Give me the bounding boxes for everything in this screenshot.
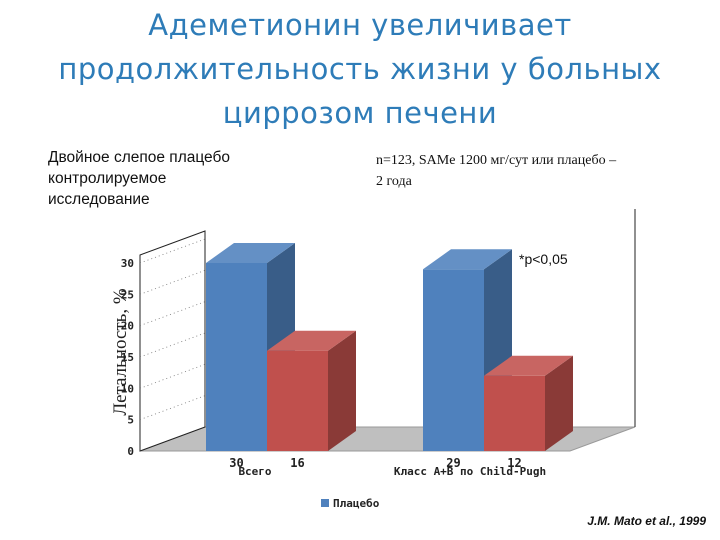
study-params-text: n=123, SAMe 1200 мг/сут или плацебо – 2 … xyxy=(376,153,617,189)
data-label: 29 xyxy=(446,456,460,470)
study-design-text: Двойное слепое плацебо контролируемое ис… xyxy=(48,149,231,208)
bar-top-face xyxy=(423,249,512,270)
bar-2-1 xyxy=(423,249,512,451)
title-line-3: циррозом печени xyxy=(222,96,498,130)
citation: J.M. Mato et al., 1999 xyxy=(587,514,706,528)
bar-side-face xyxy=(545,355,573,451)
y-tick-label: 0 xyxy=(127,445,134,458)
bar-front-face xyxy=(423,269,484,451)
y-tick-label: 20 xyxy=(121,320,134,333)
bar-front-face xyxy=(206,263,267,451)
y-tick-label: 30 xyxy=(121,257,134,270)
bar-side-face xyxy=(328,330,356,451)
bar-front-face xyxy=(267,350,328,451)
bar-front-face xyxy=(484,375,545,451)
slide-title: Адеметионин увеличивает продолжительност… xyxy=(0,0,720,135)
y-tick-label: 10 xyxy=(121,382,134,395)
data-label: 30 xyxy=(229,456,243,470)
data-label: 16 xyxy=(290,456,304,470)
title-line-2: продолжительность жизни у больных xyxy=(58,52,662,86)
significance-annotation: *p<0,05 xyxy=(519,251,568,267)
y-tick-label: 25 xyxy=(121,288,134,301)
data-label: 12 xyxy=(507,456,521,470)
y-tick-label: 5 xyxy=(127,414,134,427)
category-label: Класс А+В по Child-Pugh xyxy=(394,465,546,478)
title-line-1: Адеметионин увеличивает xyxy=(148,8,572,42)
legend-swatch xyxy=(321,499,329,507)
y-tick-label: 15 xyxy=(121,351,134,364)
bar-1-2 xyxy=(267,330,356,451)
legend-label: Плацебо xyxy=(333,497,380,510)
y-axis-label: Летальность, % xyxy=(110,288,131,416)
bar-top-face xyxy=(206,243,295,263)
bar-top-face xyxy=(484,355,573,376)
category-label: Всего xyxy=(238,465,271,478)
chart-side-wall xyxy=(139,230,206,452)
bar-2-2 xyxy=(484,355,573,451)
bar-top-face xyxy=(267,330,356,351)
bar-1-1 xyxy=(206,243,295,451)
